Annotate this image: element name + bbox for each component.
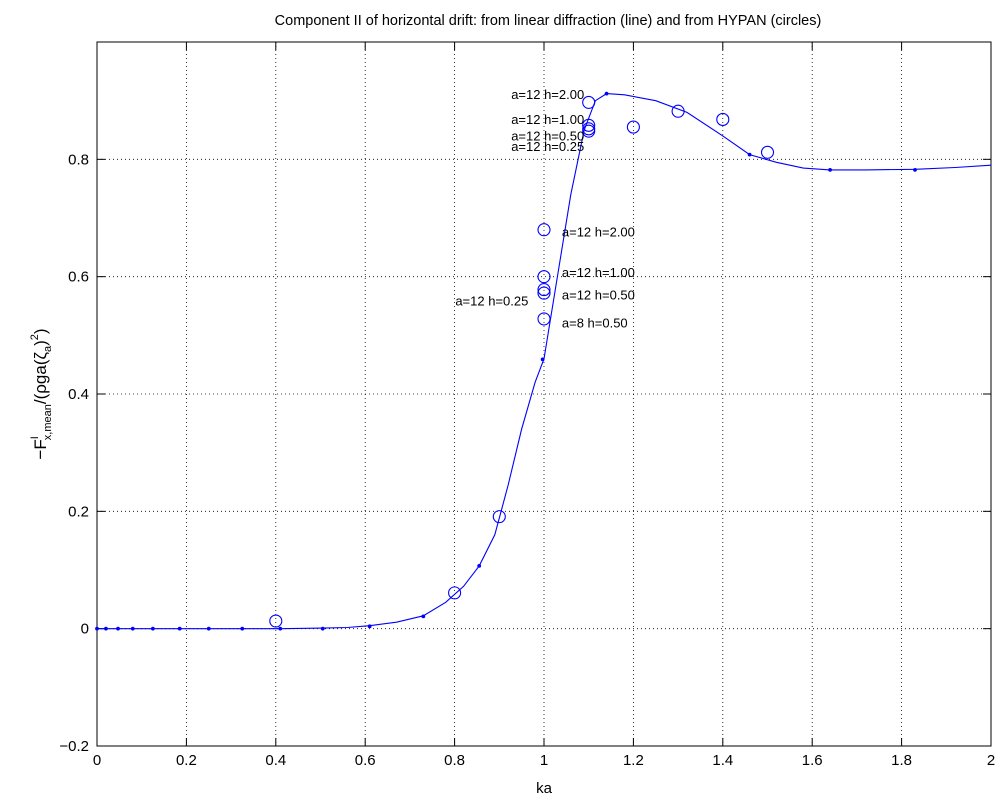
y-tick-label: −0.2 <box>59 738 89 755</box>
y-label-superscript: I <box>29 436 41 439</box>
y-label-close: ) <box>31 340 50 346</box>
y-label-rest: /(ρga(ζ <box>31 352 50 405</box>
x-tick-label: 1.8 <box>891 752 912 769</box>
hypan-circle-point <box>671 104 685 118</box>
line-point-marker <box>477 563 482 568</box>
plot-frame <box>96 41 992 747</box>
point-annotation: a=12 h=0.50 <box>511 128 584 143</box>
hypan-circle-point <box>760 145 775 159</box>
y-tick-label: 0.6 <box>68 269 89 286</box>
y-tick-label: 0.2 <box>68 503 89 520</box>
x-tick-label: 0 <box>93 752 101 769</box>
x-axis-label: ka <box>536 780 553 797</box>
hypan-circle-point <box>537 312 551 326</box>
hypan-circle-point <box>537 223 551 237</box>
hypan-circle-point <box>537 283 551 297</box>
hypan-circle-point <box>492 510 506 524</box>
line-point-marker <box>320 626 325 631</box>
y-axis-label: −FIx,mean/(ρga(ζa)2) <box>29 328 54 459</box>
y-tick-label: 0.8 <box>68 151 89 168</box>
line-point-marker <box>913 167 917 172</box>
x-tick-label: 1.4 <box>712 752 733 769</box>
hypan-circle-point <box>582 118 596 132</box>
diffraction-line <box>97 93 992 630</box>
ticks-layer: 0 0.2 0.4 0.6 0.8 1 1.2 1.4 1.6 1.8 2−0.200.20.40.… <box>59 42 995 769</box>
line-point-marker <box>604 91 609 96</box>
line-point-marker <box>367 624 372 629</box>
x-tick-label: 1 <box>540 752 548 769</box>
y-label-inner-subscript: a <box>42 345 54 352</box>
x-tick-label: 0.2 <box>176 752 197 769</box>
hypan-circle-point <box>582 95 596 109</box>
hypan-circle-point <box>626 120 640 134</box>
y-label-power: 2 <box>29 334 41 340</box>
point-annotation: a=12 h=1.00 <box>562 265 635 280</box>
point-annotation: a=12 h=1.00 <box>511 112 584 127</box>
hypan-circle-point <box>716 112 730 126</box>
line-point-marker <box>206 626 211 631</box>
hypan-circle-point <box>582 122 596 136</box>
line-point-marker <box>104 626 108 631</box>
line-point-marker <box>540 357 545 362</box>
line-point-marker <box>116 626 120 631</box>
y-tick-label: 0 <box>81 621 89 638</box>
y-tick-label: 0.4 <box>68 386 89 403</box>
hypan-circle-point <box>537 270 551 284</box>
annotation-layer: a=12 h=2.00a=12 h=1.00a=12 h=0.50a=12 h=… <box>455 87 635 331</box>
y-label-end: ) <box>31 328 50 334</box>
point-annotation: a=12 h=2.00 <box>562 225 635 240</box>
chart-title: Component II of horizontal drift: from l… <box>275 13 822 29</box>
x-tick-label: 1.6 <box>802 752 823 769</box>
x-tick-label: 0.8 <box>444 752 465 769</box>
line-point-marker <box>278 626 283 631</box>
line-point-marker <box>130 626 135 631</box>
point-annotation: a=12 h=0.50 <box>562 287 635 302</box>
hypan-circle-point <box>537 286 551 300</box>
line-point-marker <box>421 614 426 619</box>
line-point-marker <box>828 167 832 172</box>
hypan-circle-point <box>269 614 283 628</box>
x-tick-label: 0.4 <box>265 752 286 769</box>
point-annotation: a=8 h=0.50 <box>562 316 628 331</box>
line-point-marker <box>240 626 245 631</box>
point-annotation: a=12 h=2.00 <box>511 87 584 102</box>
y-label-subscript: x,mean <box>42 404 54 440</box>
hypan-circle-point <box>448 586 462 600</box>
point-annotation: a=12 h=0.25 <box>455 293 528 308</box>
point-annotation: a=12 h=0.25 <box>511 139 584 154</box>
line-point-marker <box>95 626 99 631</box>
x-tick-label: 1.2 <box>623 752 644 769</box>
line-point-marker <box>177 626 182 631</box>
line-point-marker <box>747 152 752 157</box>
series-layer <box>95 91 992 631</box>
line-point-marker <box>150 626 155 631</box>
y-label-main: −F <box>31 439 50 459</box>
x-tick-label: 2 <box>987 752 995 769</box>
x-tick-label: 0.6 <box>355 752 376 769</box>
